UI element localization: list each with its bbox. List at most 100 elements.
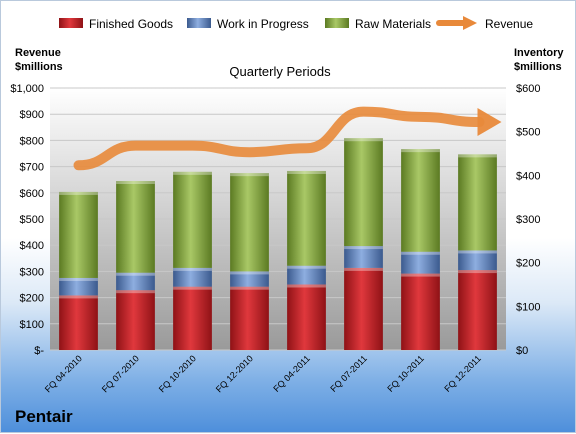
- x-tick-label: FQ 07-2011: [328, 353, 369, 394]
- bar-raw-materials-highlight: [344, 138, 383, 142]
- bar-finished-goods-highlight: [458, 270, 497, 274]
- bar-finished-goods: [59, 295, 98, 350]
- left-tick-label: $900: [20, 109, 44, 121]
- right-tick-label: $500: [516, 127, 540, 139]
- left-axis-title-line1: Revenue: [15, 47, 61, 59]
- bar-finished-goods-highlight: [230, 286, 269, 290]
- right-axis-ticks: $0 $100 $200 $300 $400 $500 $600: [516, 83, 540, 357]
- bar-work-in-progress-highlight: [59, 277, 98, 281]
- bar-raw-materials: [287, 170, 326, 266]
- legend-label-raw-materials: Raw Materials: [355, 17, 431, 31]
- bar-raw-materials: [116, 181, 155, 273]
- left-tick-label: $800: [20, 135, 44, 147]
- bar-finished-goods: [230, 286, 269, 350]
- left-tick-label: $500: [20, 214, 44, 226]
- left-tick-label: $600: [20, 188, 44, 200]
- bar-finished-goods-highlight: [401, 273, 440, 277]
- legend-label-revenue: Revenue: [485, 17, 533, 31]
- right-tick-label: $400: [516, 170, 540, 182]
- bar-work-in-progress-highlight: [173, 267, 212, 271]
- bar-work-in-progress: [401, 251, 440, 274]
- bar-raw-materials-highlight: [401, 149, 440, 153]
- bar-raw-materials: [173, 171, 212, 268]
- bar-raw-materials-highlight: [458, 154, 497, 158]
- chart-title: Quarterly Periods: [229, 64, 331, 79]
- left-tick-label: $400: [20, 240, 44, 252]
- legend-label-finished-goods: Finished Goods: [89, 17, 173, 31]
- legend-arrow-revenue: [463, 16, 477, 30]
- bar-work-in-progress-highlight: [116, 272, 155, 276]
- bar-work-in-progress: [173, 267, 212, 287]
- bar-work-in-progress: [59, 277, 98, 296]
- left-tick-label: $100: [20, 319, 44, 331]
- legend-swatch-raw-materials: [325, 18, 349, 28]
- bar-finished-goods-highlight: [287, 284, 326, 288]
- left-tick-label: $-: [34, 345, 44, 357]
- bar-raw-materials: [59, 191, 98, 278]
- revenue-line-arrowhead: [477, 108, 502, 137]
- bar-work-in-progress: [116, 272, 155, 291]
- legend: Finished Goods Work in Progress Raw Mate…: [59, 16, 533, 31]
- left-axis-title-line2: $millions: [15, 61, 63, 73]
- right-axis-title-line2: $millions: [514, 61, 562, 73]
- right-axis-title: Inventory $millions: [514, 47, 567, 73]
- x-tick-label: FQ 07-2010: [100, 353, 141, 394]
- bar-work-in-progress: [344, 246, 383, 268]
- bar-finished-goods-highlight: [173, 286, 212, 290]
- bar-work-in-progress-highlight: [458, 250, 497, 254]
- left-tick-label: $300: [20, 266, 44, 278]
- x-axis-ticks: FQ 04-2010 FQ 07-2010 FQ 10-2010 FQ 12-2010…: [43, 353, 483, 394]
- left-tick-label: $200: [20, 293, 44, 305]
- bar-raw-materials-highlight: [230, 173, 269, 177]
- legend-swatch-finished-goods: [59, 18, 83, 28]
- bar-raw-materials: [458, 154, 497, 251]
- right-tick-label: $200: [516, 258, 540, 270]
- x-tick-label: FQ 04-2011: [271, 353, 312, 394]
- right-axis-title-line1: Inventory: [514, 47, 564, 59]
- bar-raw-materials-highlight: [116, 181, 155, 185]
- bar-finished-goods: [401, 273, 440, 350]
- bar-raw-materials: [230, 173, 269, 272]
- legend-label-work-in-progress: Work in Progress: [217, 17, 309, 31]
- left-axis-title: Revenue $millions: [15, 47, 64, 73]
- right-tick-label: $600: [516, 83, 540, 95]
- bar-finished-goods: [116, 290, 155, 350]
- bar-work-in-progress: [230, 271, 269, 287]
- bar-raw-materials-highlight: [59, 191, 98, 195]
- bar-raw-materials: [401, 149, 440, 252]
- left-tick-label: $700: [20, 162, 44, 174]
- company-name: Pentair: [15, 407, 73, 426]
- bar-work-in-progress-highlight: [230, 271, 269, 275]
- x-tick-label: FQ 04-2010: [43, 353, 84, 394]
- bar-raw-materials-highlight: [287, 170, 326, 174]
- bar-finished-goods: [287, 284, 326, 350]
- bar-work-in-progress-highlight: [287, 265, 326, 269]
- bar-finished-goods: [173, 286, 212, 350]
- bar-work-in-progress-highlight: [401, 251, 440, 255]
- bar-finished-goods: [458, 270, 497, 350]
- x-tick-label: FQ 12-2011: [442, 353, 483, 394]
- revenue-line: [73, 106, 502, 171]
- bar-work-in-progress-highlight: [344, 246, 383, 250]
- bar-work-in-progress: [458, 250, 497, 271]
- bar-finished-goods-highlight: [59, 295, 98, 299]
- bar-finished-goods-highlight: [344, 267, 383, 271]
- bars: [59, 138, 497, 350]
- bar-raw-materials: [344, 138, 383, 247]
- right-tick-label: $300: [516, 214, 540, 226]
- x-tick-label: FQ 12-2010: [214, 353, 255, 394]
- bar-finished-goods: [344, 267, 383, 350]
- right-tick-label: $0: [516, 345, 528, 357]
- right-tick-label: $100: [516, 301, 540, 313]
- bar-raw-materials-highlight: [173, 171, 212, 175]
- left-axis-ticks: $- $100 $200 $300 $400 $500 $600 $700 $800 $900 $1…: [10, 83, 44, 357]
- x-tick-label: FQ 10-2011: [385, 353, 426, 394]
- x-tick-label: FQ 10-2010: [157, 353, 198, 394]
- legend-swatch-work-in-progress: [187, 18, 211, 28]
- bar-finished-goods-highlight: [116, 290, 155, 294]
- revenue-line-path: [73, 106, 485, 171]
- bar-work-in-progress: [287, 265, 326, 285]
- left-tick-label: $1,000: [10, 83, 44, 95]
